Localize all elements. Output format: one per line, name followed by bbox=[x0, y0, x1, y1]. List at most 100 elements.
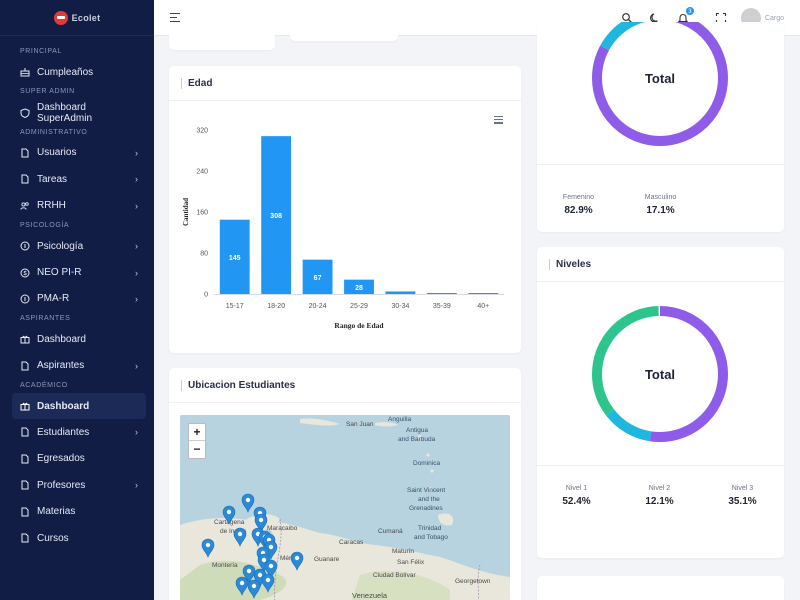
sidebar-item-dashboard-aspirantes[interactable]: Dashboard bbox=[0, 326, 154, 352]
map-marker-icon[interactable] bbox=[233, 527, 247, 548]
zoom-in-button[interactable]: + bbox=[189, 424, 205, 441]
chevron-right-icon: › bbox=[135, 267, 138, 278]
map-marker-icon[interactable] bbox=[241, 493, 255, 514]
sidebar-item-usuarios[interactable]: Usuarios › bbox=[0, 140, 154, 166]
bar-35-39[interactable] bbox=[426, 292, 457, 294]
map-marker-icon[interactable] bbox=[235, 576, 249, 597]
map-markers bbox=[201, 493, 304, 600]
legend-femenino: Femenino 82.9% bbox=[551, 194, 606, 216]
sidebar-item-egresados[interactable]: Egresados bbox=[0, 446, 154, 472]
bar-20-24[interactable] bbox=[302, 259, 333, 294]
menu-toggle-icon[interactable] bbox=[170, 13, 180, 25]
students-map[interactable]: + − Anguilla San Juan Antigua and Barbud… bbox=[180, 415, 510, 600]
map-marker-icon[interactable] bbox=[247, 579, 261, 600]
edad-bar-chart: 0 80 160 240 320 145 15-17 308 18-20 67 20-24 28 25-… bbox=[182, 128, 504, 330]
bar-data-label: 145 bbox=[229, 255, 241, 262]
donut-segment-3[interactable] bbox=[592, 306, 728, 442]
sidebar-item-dashboard-academico[interactable]: Dashboard bbox=[12, 392, 146, 420]
sidebar-item-neo[interactable]: NEO PI-R › bbox=[0, 259, 154, 285]
map-marker-icon[interactable] bbox=[257, 553, 271, 574]
bar-data-label: 28 bbox=[355, 285, 363, 292]
map-marker-icon[interactable] bbox=[261, 573, 275, 594]
legend-label: Nivel 3 bbox=[731, 485, 754, 492]
moon-icon[interactable] bbox=[649, 12, 661, 24]
map-label: and the bbox=[418, 496, 440, 503]
bar-25-29[interactable] bbox=[344, 279, 374, 294]
bar-40+[interactable] bbox=[468, 293, 499, 294]
sidebar-item-label: Estudiantes bbox=[37, 426, 90, 438]
users-icon bbox=[20, 201, 30, 211]
bar-30-34[interactable] bbox=[385, 291, 416, 294]
map-label: Grenadines bbox=[409, 505, 443, 512]
section-administrativo: ADMINISTRATIVO bbox=[20, 128, 88, 136]
bar-15-17[interactable] bbox=[219, 219, 250, 294]
bar-data-label: 67 bbox=[314, 275, 322, 282]
map-label: Mérida bbox=[280, 555, 300, 562]
sidebar-item-label: Cursos bbox=[37, 532, 69, 544]
sidebar-item-estudiantes[interactable]: Estudiantes › bbox=[0, 419, 154, 445]
logo-text: Ecolet bbox=[71, 12, 101, 23]
map-label: Venezuela bbox=[352, 591, 388, 600]
app-logo[interactable]: Ecolet bbox=[0, 0, 154, 36]
donut-center-label: Total bbox=[645, 367, 675, 382]
sidebar-item-aspirantes[interactable]: Aspirantes › bbox=[0, 353, 154, 379]
map-marker-icon[interactable] bbox=[290, 551, 304, 572]
map-marker-icon[interactable] bbox=[264, 559, 278, 580]
bar-18-20[interactable] bbox=[261, 136, 292, 294]
fullscreen-icon[interactable] bbox=[715, 12, 727, 24]
sidebar-item-rrhh[interactable]: RRHH › bbox=[0, 193, 154, 219]
map-label: Georgetown bbox=[455, 578, 491, 585]
x-tick-label: 18-20 bbox=[267, 303, 285, 310]
donut-segment-1[interactable] bbox=[592, 22, 728, 146]
map-zoom-control: + − bbox=[188, 423, 206, 459]
map-label: and Barbuda bbox=[398, 436, 436, 443]
edad-card: Edad 0 80 160 240 320 145 15-17 308 18-20 67 20-24… bbox=[169, 66, 521, 353]
map-label: Ciudad Bolívar bbox=[373, 572, 416, 579]
chart-menu-icon[interactable] bbox=[494, 116, 503, 124]
sidebar-item-label: Cumpleaños bbox=[37, 66, 94, 78]
sidebar-item-label: NEO PI-R bbox=[37, 267, 82, 279]
map-marker-icon[interactable] bbox=[242, 564, 256, 585]
sidebar-item-dashboard-superadmin[interactable]: Dashboard SuperAdmin bbox=[0, 99, 154, 125]
info-circle-icon bbox=[20, 294, 30, 304]
sidebar-item-psicologia[interactable]: Psicología › bbox=[0, 233, 154, 259]
x-tick-label: 40+ bbox=[477, 303, 489, 310]
x-tick-label: 25-29 bbox=[350, 303, 368, 310]
chevron-right-icon: › bbox=[135, 427, 138, 438]
summary-card-stub bbox=[290, 26, 398, 41]
map-marker-icon[interactable] bbox=[264, 540, 278, 561]
y-tick-label: 320 bbox=[196, 128, 208, 135]
section-academico: ACADÉMICO bbox=[20, 381, 68, 389]
legend-value: 35.1% bbox=[728, 496, 757, 507]
genero-card: Total Femenino 82.9% Masculino 17.1% bbox=[537, 22, 784, 232]
map-marker-icon[interactable] bbox=[222, 505, 236, 526]
genero-donut-chart: Total bbox=[592, 22, 728, 146]
niveles-donut-chart: Total bbox=[592, 306, 728, 442]
map-marker-icon[interactable] bbox=[201, 538, 215, 559]
map-label: de Indias bbox=[220, 528, 247, 535]
file-icon bbox=[20, 427, 30, 437]
summary-card-stub bbox=[169, 26, 275, 50]
legend-nivel-1: Nivel 1 52.4% bbox=[549, 485, 604, 507]
chevron-right-icon: › bbox=[135, 360, 138, 371]
bar-data-label: 308 bbox=[270, 213, 282, 220]
chevron-right-icon: › bbox=[135, 147, 138, 158]
sidebar-item-label: Dashboard SuperAdmin bbox=[37, 101, 93, 124]
sidebar-item-label: Dashboard bbox=[37, 400, 90, 412]
donut-center-label: Total bbox=[645, 71, 675, 86]
file-icon bbox=[20, 454, 30, 464]
zoom-out-button[interactable]: − bbox=[193, 442, 201, 456]
sidebar-item-label: Psicología bbox=[37, 240, 84, 252]
sidebar-item-materias[interactable]: Materias bbox=[0, 498, 154, 524]
sidebar-item-cursos[interactable]: Cursos bbox=[0, 525, 154, 551]
file-icon bbox=[20, 148, 30, 158]
sidebar-item-cumpleanos[interactable]: Cumpleaños bbox=[0, 59, 154, 85]
sidebar-item-pma[interactable]: PMA-R › bbox=[0, 286, 154, 312]
sidebar-item-profesores[interactable]: Profesores › bbox=[0, 472, 154, 498]
donut-segment-1[interactable] bbox=[592, 306, 728, 442]
sidebar-item-tareas[interactable]: Tareas › bbox=[0, 166, 154, 192]
chevron-right-icon: › bbox=[135, 293, 138, 304]
legend-label: Nivel 1 bbox=[565, 485, 588, 492]
map-marker-icon[interactable] bbox=[254, 513, 268, 534]
map-label: San Juan bbox=[346, 421, 374, 428]
